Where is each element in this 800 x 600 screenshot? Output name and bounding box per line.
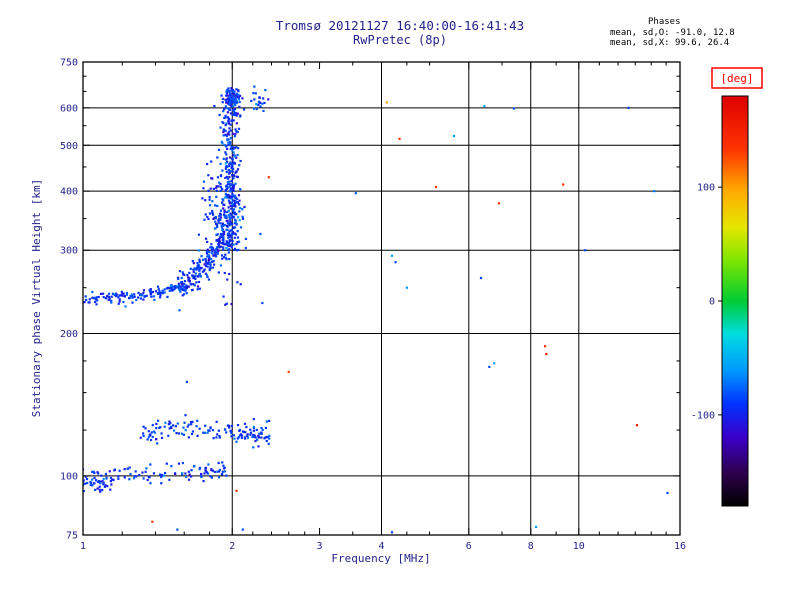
svg-text:1: 1 xyxy=(80,541,86,552)
svg-text:4: 4 xyxy=(378,541,384,552)
stats-line-x: mean, sd,X: 99.6, 26.4 xyxy=(610,38,729,48)
svg-text:8: 8 xyxy=(528,541,534,552)
svg-text:750: 750 xyxy=(60,58,78,69)
svg-text:0: 0 xyxy=(709,297,715,308)
axis-tick-labels: 1 2 3 4 6 8 10 16 75 100 200 300 400 500 600 750 xyxy=(60,58,686,553)
svg-text:10: 10 xyxy=(573,541,585,552)
grid-lines xyxy=(83,62,680,535)
svg-text:75: 75 xyxy=(66,531,78,542)
svg-text:-100: -100 xyxy=(691,410,715,421)
svg-text:600: 600 xyxy=(60,103,78,114)
svg-text:3: 3 xyxy=(317,541,323,552)
colorbar-unit-box: [deg] xyxy=(711,67,763,89)
svg-text:500: 500 xyxy=(60,141,78,152)
svg-text:6: 6 xyxy=(466,541,472,552)
stats-line-o: mean, sd,O: -91.0, 12.8 xyxy=(610,28,735,38)
y-axis-label: Stationary phase Virtual Height [km] xyxy=(30,179,43,417)
svg-text:300: 300 xyxy=(60,246,78,257)
chart-subtitle: RwPretec (8p) xyxy=(353,33,447,47)
x-axis-label: Frequency [MHz] xyxy=(331,552,430,565)
svg-text:400: 400 xyxy=(60,187,78,198)
svg-text:2: 2 xyxy=(229,541,235,552)
colorbar-unit-label: [deg] xyxy=(720,72,753,85)
svg-text:16: 16 xyxy=(674,541,686,552)
colorbar: 100 0 -100 xyxy=(691,95,749,507)
svg-text:100: 100 xyxy=(697,183,715,194)
deg-box-border xyxy=(711,67,763,89)
stats-header: Phases xyxy=(648,17,681,27)
svg-text:200: 200 xyxy=(60,329,78,340)
chart-title: Tromsø 20121127 16:40:00-16:41:43 xyxy=(276,18,524,33)
axis-ticks xyxy=(82,61,681,536)
scatter-points xyxy=(83,85,669,534)
svg-text:100: 100 xyxy=(60,471,78,482)
